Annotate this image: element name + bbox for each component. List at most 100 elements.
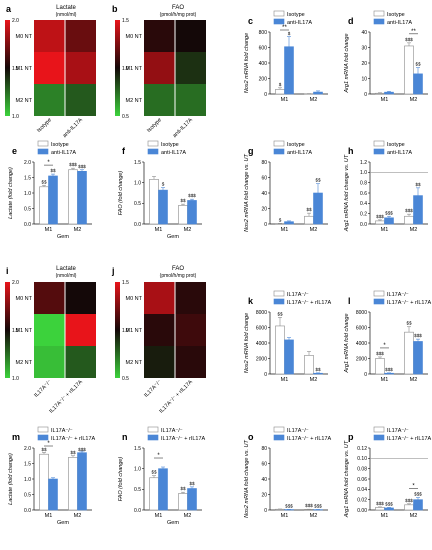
x-tick-label: M2 — [310, 377, 318, 383]
y-tick-label: 0 — [364, 92, 367, 98]
y-tick-label: 30 — [361, 45, 367, 51]
legend-label: IL17A⁻/⁻ + rIL17A — [387, 436, 432, 442]
x-tick-label: M1 — [45, 227, 53, 233]
annotation-label: $$ — [315, 367, 321, 372]
barchart-e: e Isotype anti-IL17A 0.0 0.5 1.0 1.5 2.0 Lactate… — [8, 140, 92, 240]
legend-label: IL17A⁻/⁻ — [387, 428, 409, 434]
y-tick-label: 0.5 — [24, 492, 31, 498]
annotation-label: $$ — [180, 486, 186, 491]
y-tick-label: 20 — [261, 206, 267, 212]
y-tick-label: 0.0 — [24, 508, 31, 514]
panel-letter: k — [248, 296, 254, 306]
legend-swatch — [373, 290, 385, 297]
y-tick-label: 60 — [261, 175, 267, 181]
colorbar-tick-label: 1.5 — [12, 328, 19, 334]
bar — [187, 488, 197, 511]
y-tick-label: 1.5 — [134, 160, 141, 166]
bar — [413, 499, 423, 511]
y-tick-label: 0.12 — [357, 446, 367, 452]
legend-swatch — [273, 434, 285, 441]
y-tick-label: 1.0 — [24, 477, 31, 483]
annotation-label: $$ — [415, 62, 421, 67]
bar — [149, 477, 159, 511]
x-tick-label: M2 — [184, 227, 192, 233]
y-tick-label: 0.02 — [357, 497, 367, 503]
heatmap-title: FAO — [172, 266, 184, 272]
annotation-label: $$ — [277, 311, 283, 316]
legend-swatch — [373, 434, 385, 441]
y-axis-label: Arg1 mRNA fold change — [344, 313, 350, 373]
legend-swatch — [273, 290, 285, 297]
annotation-label: $$ — [180, 198, 186, 203]
colorbar — [5, 282, 10, 378]
bar — [313, 372, 323, 375]
bar — [178, 493, 188, 511]
annotation-label: $$$ — [305, 503, 313, 508]
annotation-label: $$ — [315, 178, 321, 183]
significance-marker: * — [157, 453, 160, 459]
bar — [275, 89, 285, 95]
bar — [178, 205, 188, 225]
annotation-label: $$ — [406, 321, 412, 326]
barchart-c: c Isotype anti-IL17A 0 200 400 600 800 Nos2 mRNA… — [244, 10, 328, 103]
significance-marker: ** — [282, 25, 287, 31]
annotation-label: $$$ — [414, 333, 422, 338]
y-tick-label: 0.08 — [357, 466, 367, 472]
bar — [149, 179, 159, 225]
legend-label: IL17A⁻/⁻ — [161, 428, 183, 434]
x-tick-label: M1 — [281, 97, 289, 103]
heatmap-cell — [34, 20, 65, 52]
bar — [158, 468, 168, 511]
heatmap-cell — [175, 20, 206, 52]
annotation-label: $$$ — [69, 162, 77, 167]
bar — [404, 215, 414, 225]
panel-letter: f — [122, 146, 126, 156]
legend-swatch — [37, 148, 49, 155]
y-axis-label: Arg1 mRNA fold change — [344, 33, 350, 93]
legend-label: Isotype — [287, 12, 305, 18]
y-tick-label: 40 — [261, 477, 267, 483]
bar — [77, 171, 87, 225]
x-tick-label: M2 — [410, 377, 418, 383]
heatmap-j: M0 NT M1 NT M2 NT IL17A⁻/⁻IL17A⁻/⁻ + rIL17A… — [115, 280, 206, 415]
heatmap-title: Lactate — [56, 5, 76, 11]
y-tick-label: 2.0 — [24, 446, 31, 452]
bar — [48, 175, 58, 225]
legend-label: anti-IL17A — [387, 20, 412, 26]
x-tick-label: M1 — [381, 227, 389, 233]
x-tick-label: M2 — [74, 513, 82, 519]
annotation-label: $ — [279, 82, 282, 87]
y-tick-label: 10 — [361, 76, 367, 82]
barchart-n: n IL17A⁻/⁻ IL17A⁻/⁻ + rIL17A 0.0 0.5 1.0 1.5 FA… — [118, 426, 206, 526]
x-axis-label: Gem — [167, 234, 179, 240]
bar — [68, 169, 78, 225]
heatmap-cell — [34, 314, 65, 346]
y-tick-label: 0 — [264, 92, 267, 98]
legend-swatch — [147, 434, 159, 441]
bar — [313, 192, 323, 225]
panel-j: j FAO (pmol/h/mg prot) — [111, 266, 197, 279]
annotation-label: $$$ — [405, 208, 413, 213]
x-tick-label: M1 — [155, 513, 163, 519]
bar — [404, 45, 414, 95]
y-tick-label: 80 — [261, 446, 267, 452]
heatmap-column-label: anti-IL17A — [62, 117, 84, 139]
legend-swatch — [273, 18, 285, 25]
panel-letter: g — [248, 146, 254, 156]
legend-label: IL17A⁻/⁻ — [287, 428, 309, 434]
annotation-label: $$ — [151, 470, 157, 475]
barchart-l: l IL17A⁻/⁻ IL17A⁻/⁻ + rIL17A 0 2000 4000 6000 8… — [344, 290, 432, 383]
y-tick-label: 0.4 — [360, 201, 367, 207]
y-tick-label: 0.5 — [24, 206, 31, 212]
bar — [375, 358, 385, 375]
heatmap-i: M0 NT M1 NT M2 NT IL17A⁻/⁻IL17A⁻/⁻ + rIL17A… — [5, 280, 96, 415]
colorbar — [115, 282, 120, 378]
heatmap-row-label: M2 NT — [16, 98, 33, 104]
legend-swatch — [273, 426, 285, 433]
annotation-label: $ — [162, 182, 165, 187]
annotation-label: $$$ — [188, 193, 196, 198]
heatmap-row-label: M0 NT — [126, 34, 143, 40]
colorbar — [115, 20, 120, 116]
y-tick-label: 80 — [261, 160, 267, 166]
bar — [187, 200, 197, 225]
